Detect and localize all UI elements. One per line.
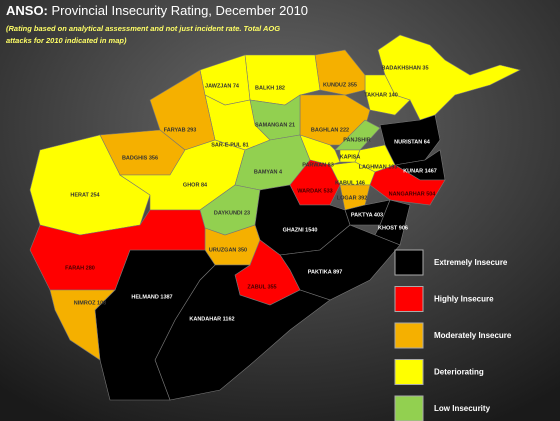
province-label: KUNDUZ 355 (323, 82, 357, 88)
note-line: attacks for 2010 indicated in map) (6, 36, 127, 45)
province-map: BADAKHSHAN 35 TAKHAR 140 KUNDUZ 355 BAGHLAN… (29, 34, 521, 401)
province-label: BAGHLAN 222 (311, 127, 349, 133)
province (29, 209, 206, 291)
province-label: BALKH 182 (255, 85, 285, 91)
province-label: KANDAHAR 1162 (189, 316, 234, 322)
province-label: PANJSHIR (343, 137, 370, 143)
province-label: KHOST 906 (378, 225, 408, 231)
legend-swatch (394, 286, 424, 312)
province-label: PAKTYA 403 (351, 212, 383, 218)
province-label: LOGAR 392 (337, 195, 368, 201)
province-label: GHOR 84 (183, 182, 208, 188)
province-label: PAKTIKA 897 (308, 269, 343, 275)
title: ANSO: Provincial Insecurity Rating, Dece… (6, 3, 308, 18)
province-label: KABUL 146 (335, 180, 365, 186)
legend-swatch (394, 359, 424, 385)
province-label: FARYAB 293 (164, 127, 197, 133)
legend-label: Moderately Insecure (434, 331, 512, 340)
province-label: ZABUL 355 (247, 284, 276, 290)
province (374, 199, 411, 246)
province-label: TAKHAR 140 (364, 92, 398, 98)
province (369, 164, 446, 206)
legend: Extremely Insecure Highly Insecure Moderat… (394, 249, 512, 421)
province-label: BADGHIS 356 (122, 155, 158, 161)
province-label: BAMYAN 4 (254, 169, 283, 175)
province-label: NIMROZ 108 (74, 300, 106, 306)
province-label: LAGHMAN 193 (359, 164, 398, 170)
legend-swatch (394, 322, 424, 349)
province-label: KUNAR 1467 (403, 168, 437, 174)
province-label: HELMAND 1387 (131, 294, 172, 300)
legend-label: Deteriorating (434, 368, 484, 377)
province-label: HERAT 254 (70, 192, 100, 198)
note-line: (Rating based on analytical assessment a… (6, 24, 280, 33)
province (49, 289, 116, 361)
province-label: BADAKHSHAN 35 (381, 65, 428, 71)
province-label: NURISTAN 64 (394, 139, 431, 145)
legend-label: Extremely Insecure (434, 258, 508, 267)
legend-swatch (394, 249, 424, 276)
province-label: JAWZJAN 74 (205, 83, 240, 89)
province-label: NANGARHAR 504 (389, 191, 437, 197)
province-label: SAMANGAN 21 (255, 122, 295, 128)
province-label: URUZGAN 350 (209, 247, 247, 253)
province-label: KAPISA (340, 154, 361, 160)
legend-label: Low Insecurity (434, 404, 491, 413)
province-label: PARWAN 83 (302, 162, 334, 168)
province-label: GHAZNI 1540 (283, 227, 318, 233)
province-label: WARDAK 533 (297, 188, 332, 194)
province (364, 74, 411, 116)
province-label: SAR-E-PUL 81 (211, 142, 249, 148)
legend-label: Highly Insecure (434, 295, 494, 304)
province-label: DAYKUNDI 23 (214, 210, 250, 216)
legend-swatch (394, 395, 424, 421)
province-label: FARAH 280 (65, 265, 95, 271)
